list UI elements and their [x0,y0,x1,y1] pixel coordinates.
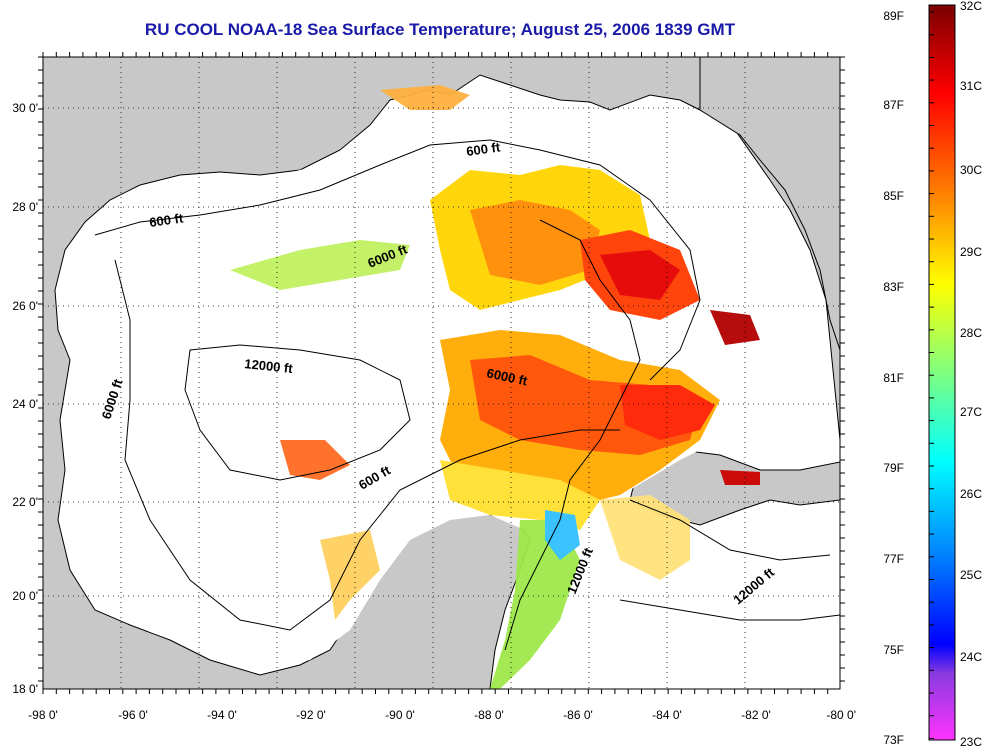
colorbar-label-c: 25C [960,568,982,582]
lat-tick-label: 26 0' [12,299,38,313]
colorbar-label-f: 77F [883,552,904,566]
lon-tick-label: -82 0' [741,708,771,722]
colorbar-label-c: 24C [960,650,982,664]
colorbar-label-c: 32C [960,0,982,13]
lon-tick-label: -84 0' [652,708,682,722]
lat-tick-label: 22 0' [12,495,38,509]
colorbar-gradient [928,4,956,741]
colorbar-label-c: 27C [960,405,982,419]
lon-tick-label: -88 0' [474,708,504,722]
colorbar-label-f: 87F [883,98,904,112]
longitude-labels: -98 0' -96 0' -94 0' -92 0' -90 0' -88 0… [28,708,856,722]
lon-tick-label: -90 0' [385,708,415,722]
lon-tick-label: -86 0' [563,708,593,722]
lon-tick-label: -92 0' [296,708,326,722]
lat-tick-label: 30 0' [12,101,38,115]
colorbar-label-c: 28C [960,326,982,340]
colorbar-label-f: 73F [883,733,904,747]
colorbar-label-f: 89F [883,9,904,23]
lat-tick-label: 20 0' [12,589,38,603]
colorbar-label-c: 26C [960,487,982,501]
lon-tick-label: -94 0' [207,708,237,722]
land-florida [699,57,840,351]
colorbar-label-f: 81F [883,371,904,385]
colorbar-label-c: 31C [960,79,982,93]
lon-tick-label: -80 0' [826,708,856,722]
colorbar-label-f: 85F [883,189,904,203]
colorbar-label-c: 30C [960,163,982,177]
lat-tick-label: 28 0' [12,200,38,214]
colorbar-label-c: 29C [960,245,982,259]
map-grid [43,57,840,689]
lon-tick-label: -96 0' [118,708,148,722]
lon-tick-label: -98 0' [28,708,58,722]
sst-field [230,85,760,689]
axis-ticks [38,52,845,694]
colorbar-label-f: 79F [883,461,904,475]
colorbar-label-f: 83F [883,280,904,294]
lat-tick-label: 18 0' [12,682,38,696]
colorbar-label-c: 23C [960,735,982,749]
temperature-colorbar: 89F 87F 85F 83F 81F 79F 77F 75F 73F 32C … [883,0,982,749]
latitude-labels: 30 0' 28 0' 26 0' 24 0' 22 0' 20 0' 18 0… [12,101,38,696]
depth-contours [94,139,840,651]
map-title: RU COOL NOAA-18 Sea Surface Temperature;… [144,20,736,39]
contour-label: 600 ft [148,210,184,230]
colorbar-label-f: 75F [883,643,904,657]
contour-label: 12000 ft [244,356,294,376]
contour-label: 600 ft [465,139,501,159]
lat-tick-label: 24 0' [12,397,38,411]
